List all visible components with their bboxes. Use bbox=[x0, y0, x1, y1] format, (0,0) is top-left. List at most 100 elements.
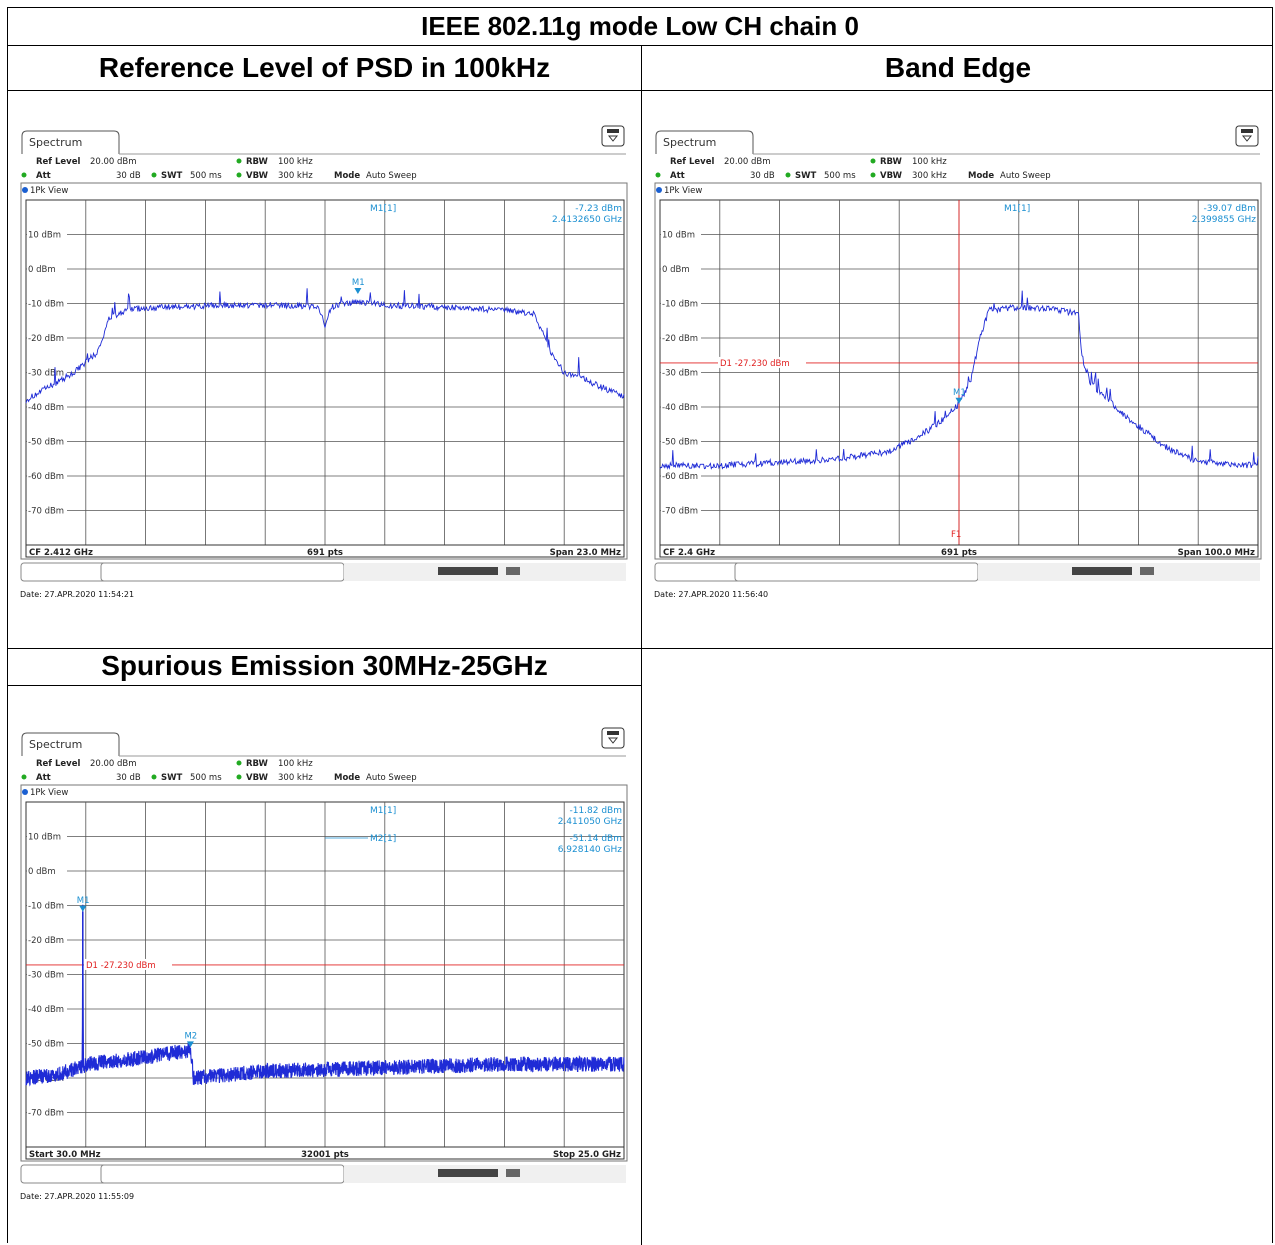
ref-level-value: 20.00 dBm bbox=[90, 759, 137, 769]
rbw-value: 100 kHz bbox=[278, 759, 313, 769]
display-config-icon-bar bbox=[607, 129, 619, 133]
status-field[interactable] bbox=[100, 1164, 345, 1184]
status-field[interactable] bbox=[734, 562, 979, 582]
plot-footer bbox=[25, 1146, 625, 1160]
y-tick-label-bg bbox=[661, 365, 701, 378]
att-indicator-icon bbox=[21, 774, 27, 780]
y-tick-label-bg bbox=[27, 864, 67, 876]
y-tick-label: -50 dBm bbox=[28, 438, 64, 448]
vbw-value: 300 kHz bbox=[278, 773, 313, 783]
status-indicator-icon bbox=[506, 567, 520, 575]
ref-level-label: Ref Level bbox=[36, 157, 80, 167]
marker-readout-freq: 2.4132650 GHz bbox=[552, 215, 622, 225]
swt-value: 500 ms bbox=[190, 773, 222, 783]
row-divider bbox=[8, 648, 1272, 649]
caption-psd: Reference Level of PSD in 100kHz bbox=[98, 52, 551, 83]
y-tick-label-bg bbox=[661, 469, 701, 481]
y-tick-label: -10 dBm bbox=[662, 300, 698, 310]
plot-footer bbox=[25, 544, 625, 558]
spectrum-screenshot-spurious: Spectrum Ref Level 20.00 dBm Att 30 dB SWT 500… bbox=[20, 722, 630, 1202]
spectrum-screenshot-band-edge: Spectrum Ref Level 20.00 dBm Att 30 dB SWT 500… bbox=[654, 120, 1264, 600]
y-tick-label: -70 dBm bbox=[662, 507, 698, 517]
y-tick-label-bg bbox=[27, 1036, 67, 1049]
marker-readout-level: -7.23 dBm bbox=[575, 204, 622, 214]
y-tick-label-bg bbox=[27, 469, 67, 481]
rbw-indicator-icon bbox=[236, 158, 242, 164]
ref-level-label: Ref Level bbox=[36, 759, 80, 769]
marker-readout-level: -11.82 dBm bbox=[569, 806, 622, 816]
marker-readout-name: M2[1] bbox=[370, 834, 396, 844]
y-tick-label: 10 dBm bbox=[28, 833, 61, 843]
caption-band-edge: Band Edge bbox=[884, 52, 1032, 83]
status-indicator-icon bbox=[506, 1169, 520, 1177]
capture-date: Date: 27.APR.2020 11:56:40 bbox=[654, 590, 768, 599]
view-indicator-icon bbox=[656, 187, 662, 193]
y-tick-label-bg bbox=[661, 262, 701, 274]
marker-readout-freq: 6.928140 GHz bbox=[558, 845, 623, 855]
spectrum-tab[interactable] bbox=[21, 130, 120, 154]
progress-bar-icon bbox=[1072, 567, 1132, 575]
att-value: 30 dB bbox=[116, 773, 141, 783]
y-tick-label: -40 dBm bbox=[662, 403, 698, 413]
swt-indicator-icon bbox=[151, 774, 157, 780]
progress-bar-icon bbox=[438, 1169, 498, 1177]
y-tick-label: -30 dBm bbox=[662, 369, 698, 379]
column-divider bbox=[641, 45, 642, 1245]
view-label: 1Pk View bbox=[664, 186, 702, 196]
footer-mid: 691 pts bbox=[941, 548, 977, 558]
capture-date: Date: 27.APR.2020 11:54:21 bbox=[20, 590, 134, 599]
y-tick-label: -40 dBm bbox=[28, 403, 64, 413]
view-label: 1Pk View bbox=[30, 186, 68, 196]
row-divider bbox=[8, 90, 1272, 91]
y-tick-label: 10 dBm bbox=[662, 231, 695, 241]
rbw-label: RBW bbox=[246, 157, 269, 167]
y-tick-label-bg bbox=[27, 898, 67, 911]
spectrum-tab-label: Spectrum bbox=[29, 136, 82, 149]
swt-value: 500 ms bbox=[190, 171, 222, 181]
footer-left: CF 2.412 GHz bbox=[29, 548, 93, 558]
status-field[interactable] bbox=[100, 562, 345, 582]
ref-level-value: 20.00 dBm bbox=[90, 157, 137, 167]
row-divider bbox=[8, 685, 642, 686]
view-label: 1Pk View bbox=[30, 788, 68, 798]
footer-left: CF 2.4 GHz bbox=[663, 548, 715, 558]
marker-label: M1 bbox=[352, 278, 365, 288]
spectrum-tab[interactable] bbox=[655, 130, 754, 154]
trace-line bbox=[25, 904, 625, 1087]
footer-left: Start 30.0 MHz bbox=[29, 1150, 101, 1160]
att-label: Att bbox=[36, 773, 51, 783]
rbw-label: RBW bbox=[880, 157, 903, 167]
marker-label: M1 bbox=[77, 896, 90, 906]
y-tick-label: 0 dBm bbox=[28, 265, 56, 275]
y-tick-label-bg bbox=[27, 1002, 67, 1014]
rbw-label: RBW bbox=[246, 759, 269, 769]
limit-label-bg bbox=[84, 958, 172, 970]
spectrum-tab[interactable] bbox=[21, 732, 120, 756]
marker-triangle-icon bbox=[354, 287, 362, 294]
vbw-indicator-icon bbox=[236, 172, 242, 178]
limit-label: D1 -27.230 dBm bbox=[86, 961, 156, 971]
y-tick-label: -10 dBm bbox=[28, 300, 64, 310]
y-tick-label-bg bbox=[27, 262, 67, 274]
y-tick-label: -30 dBm bbox=[28, 369, 64, 379]
y-tick-label-bg bbox=[661, 400, 701, 412]
vbw-label: VBW bbox=[246, 171, 269, 181]
spectrum-svg: Spectrum Ref Level 20.00 dBm Att 30 dB SWT 500… bbox=[654, 125, 1262, 599]
y-tick-label-bg bbox=[661, 434, 701, 447]
y-tick-label: -10 dBm bbox=[28, 902, 64, 912]
marker-readout-level: -39.07 dBm bbox=[1203, 204, 1256, 214]
swt-indicator-icon bbox=[785, 172, 791, 178]
y-tick-label-bg bbox=[661, 227, 701, 240]
y-tick-label: -70 dBm bbox=[28, 507, 64, 517]
progress-bar-icon bbox=[438, 567, 498, 575]
marker-readout-name: M1[1] bbox=[370, 204, 396, 214]
marker-label: M1 bbox=[953, 388, 966, 398]
ref-level-label: Ref Level bbox=[670, 157, 714, 167]
y-tick-label: -20 dBm bbox=[28, 334, 64, 344]
limit-label: D1 -27.230 dBm bbox=[720, 359, 790, 369]
marker-triangle-icon bbox=[79, 905, 87, 912]
page-title: IEEE 802.11g mode Low CH chain 0 bbox=[8, 8, 1272, 46]
y-tick-label: 10 dBm bbox=[28, 231, 61, 241]
att-label: Att bbox=[36, 171, 51, 181]
vbw-label: VBW bbox=[880, 171, 903, 181]
